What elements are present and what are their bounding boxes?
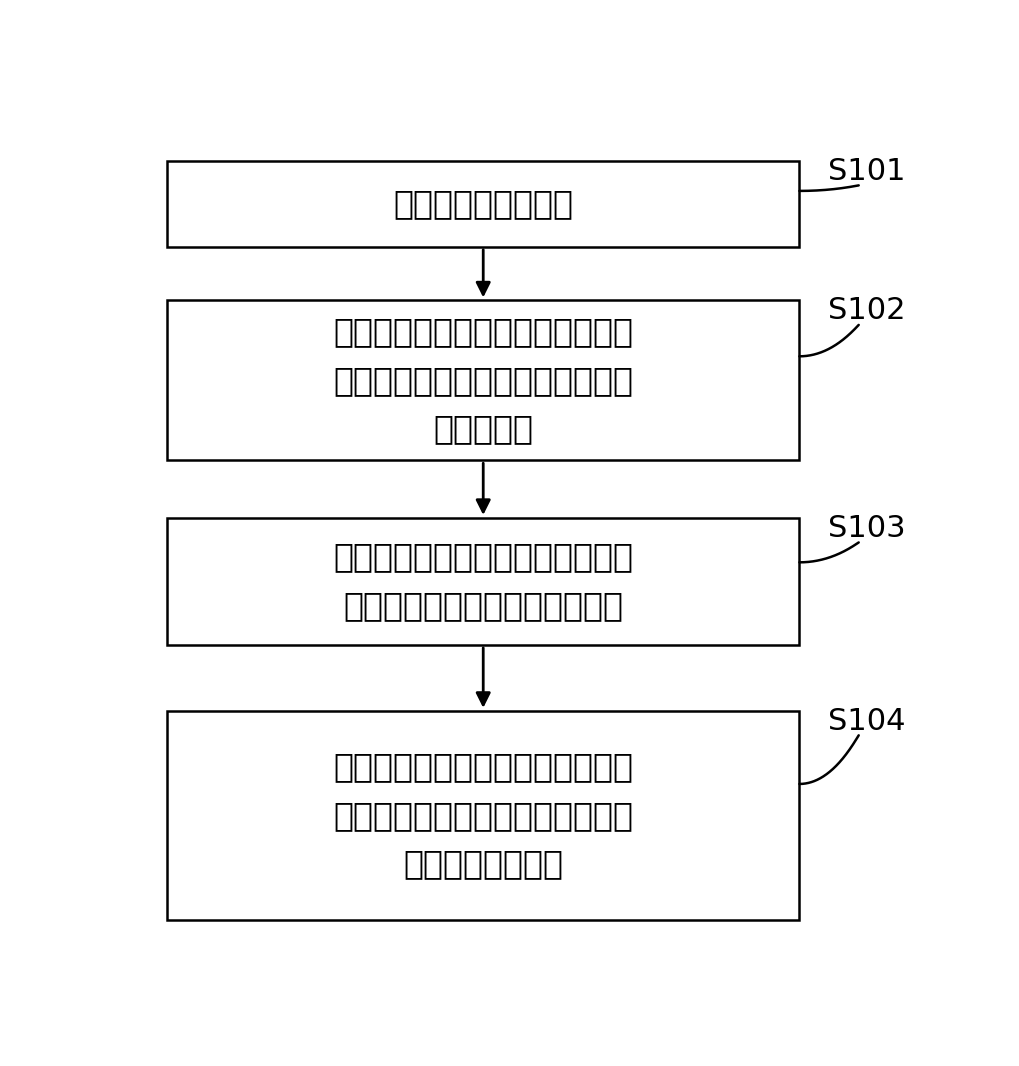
Text: 获取即时血糖参数，根据所述血糖
修正值和所述即时血糖参数，计算
得到即时血糖浓度: 获取即时血糖参数，根据所述血糖 修正值和所述即时血糖参数，计算 得到即时血糖浓度	[333, 750, 633, 881]
Bar	[167, 711, 799, 920]
Text: S103: S103	[827, 514, 905, 543]
Text: S102: S102	[827, 296, 905, 325]
Text: 根据所述指尖测试血糖值和所述血
糖变化值，计算得到血糖修正值: 根据所述指尖测试血糖值和所述血 糖变化值，计算得到血糖修正值	[333, 540, 633, 623]
Text: 获取指尖测试血糖值: 获取指尖测试血糖值	[393, 188, 573, 221]
Text: S101: S101	[827, 157, 905, 185]
Bar	[167, 161, 799, 247]
Text: 通过葡萄糖吸光率测试仪，对指尖
光谱透光率的波动进行测量，得到
血糖变化值: 通过葡萄糖吸光率测试仪，对指尖 光谱透光率的波动进行测量，得到 血糖变化值	[333, 316, 633, 446]
Text: S104: S104	[827, 707, 905, 736]
Bar	[167, 518, 799, 645]
Bar	[167, 301, 799, 461]
